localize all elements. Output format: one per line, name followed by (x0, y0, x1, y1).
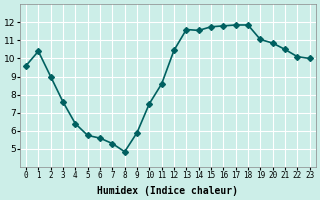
X-axis label: Humidex (Indice chaleur): Humidex (Indice chaleur) (97, 186, 238, 196)
